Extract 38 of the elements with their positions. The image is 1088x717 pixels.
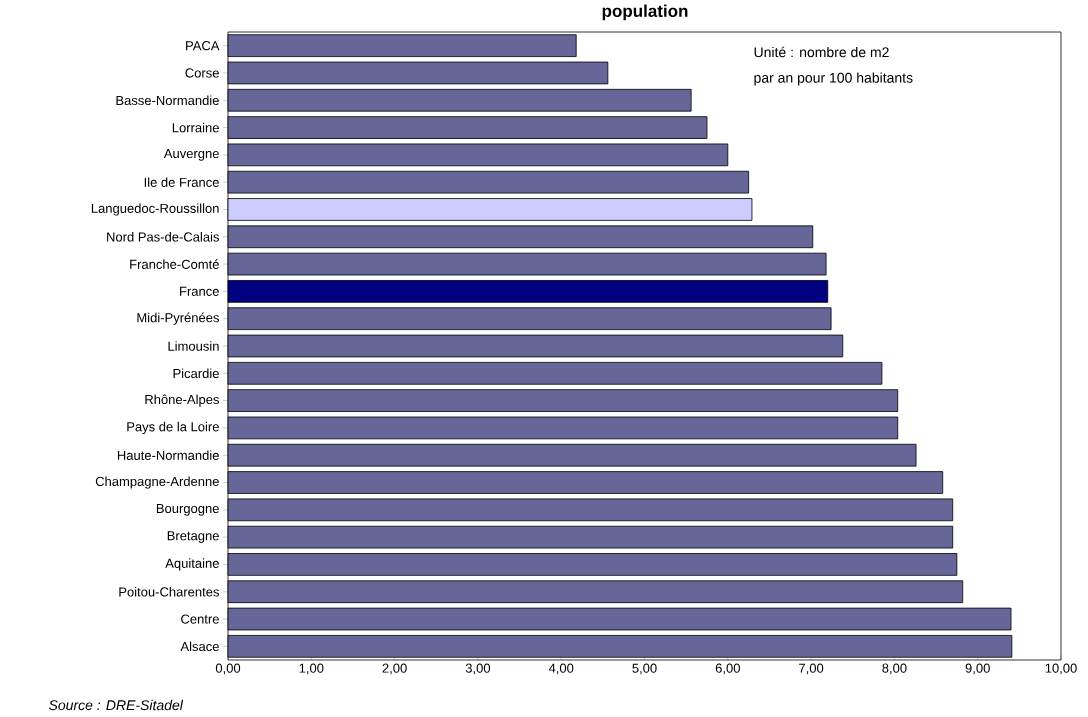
y-tick-label: Limousin xyxy=(168,341,219,351)
x-tick-label: 10,00 xyxy=(1045,663,1077,675)
y-tick-label: Midi-Pyrénées xyxy=(137,312,219,325)
y-tick-label: France xyxy=(180,286,219,296)
y-tick-label: Nord Pas-de-Calais xyxy=(107,232,219,242)
y-tick-label: Centre xyxy=(181,614,219,624)
x-tick-label: 0,00 xyxy=(215,663,241,675)
y-tick-label: Rhône-Alpes xyxy=(145,394,219,407)
y-tick-label: Champagne-Ardenne xyxy=(95,476,219,489)
x-tick-label: 1,00 xyxy=(299,663,324,675)
x-tick-label: 9,00 xyxy=(965,663,990,675)
y-tick-label: Picardie xyxy=(173,368,219,379)
y-tick-label: Lorraine xyxy=(172,122,219,133)
y-tick-label: Aquitaine xyxy=(165,558,219,571)
y-tick-label: Ile de France xyxy=(144,177,219,187)
y-tick-label: PACA xyxy=(186,41,220,51)
y-tick-label: Alsace xyxy=(180,641,219,652)
y-tick-label: Haute-Normandie xyxy=(117,450,219,460)
x-tick-label: 4,00 xyxy=(548,663,574,675)
y-tick-label: Bretagne xyxy=(167,531,219,543)
y-tick-label: Basse-Normandie xyxy=(116,95,219,106)
chart-title: population xyxy=(602,4,688,21)
y-tick-label: Franche-Comté xyxy=(130,259,219,269)
annotation: Unité : nombre de m2 xyxy=(754,46,889,58)
y-tick-label: Corse xyxy=(185,68,219,78)
y-tick-label: Pays de la Loire xyxy=(127,421,219,434)
annotation: par an pour 100 habitants xyxy=(754,72,913,86)
x-tick-label: 6,00 xyxy=(715,663,740,675)
y-tick-label: Languedoc-Roussillon xyxy=(91,203,219,216)
y-tick-label: Poitou-Charentes xyxy=(119,586,219,597)
x-tick-label: 8,00 xyxy=(882,663,907,675)
y-tick-label: Auvergne xyxy=(163,149,219,161)
x-tick-label: 2,00 xyxy=(382,663,407,675)
x-tick-label: 7,00 xyxy=(799,663,824,675)
source-note: Source : DRE-Sitadel xyxy=(48,699,184,711)
y-tick-label: Bourgogne xyxy=(156,504,219,516)
x-tick-label: 5,00 xyxy=(632,663,657,675)
x-tick-label: 3,00 xyxy=(465,663,491,675)
